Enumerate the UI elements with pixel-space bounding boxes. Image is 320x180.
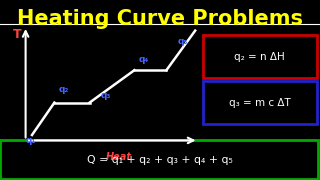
Text: q₁: q₁ [25,136,36,145]
Text: Heating Curve Problems: Heating Curve Problems [17,9,303,29]
Text: q₃: q₃ [100,91,111,100]
FancyBboxPatch shape [203,35,317,78]
FancyBboxPatch shape [0,140,318,179]
Text: Heat: Heat [105,152,132,162]
Text: q₃ = m c ΔT: q₃ = m c ΔT [229,98,291,108]
Text: q₅: q₅ [177,37,188,46]
Text: q₂ = n ΔH: q₂ = n ΔH [235,52,285,62]
Text: q₂: q₂ [59,86,69,94]
Text: q₄: q₄ [139,55,149,64]
FancyBboxPatch shape [203,81,317,124]
Text: Q = q₁ + q₂ + q₃ + q₄ + q₅: Q = q₁ + q₂ + q₃ + q₄ + q₅ [87,155,233,165]
Text: T: T [13,28,22,41]
